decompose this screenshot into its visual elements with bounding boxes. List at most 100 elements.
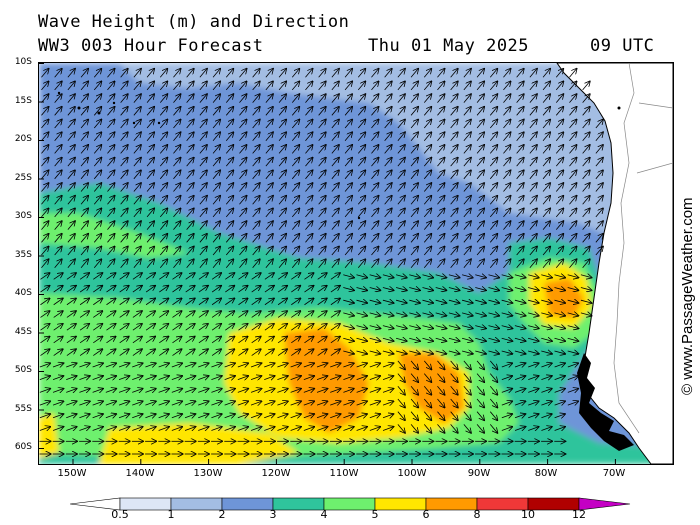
- direction-arrow: [173, 208, 180, 218]
- direction-arrow: [529, 196, 537, 205]
- direction-arrow: [410, 107, 418, 116]
- direction-arrow: [145, 349, 155, 356]
- lat-label: 60S: [14, 442, 32, 452]
- direction-arrow: [423, 158, 431, 167]
- direction-arrow: [186, 132, 194, 141]
- direction-arrow: [225, 349, 234, 356]
- direction-arrow: [107, 183, 114, 192]
- direction-arrow: [569, 107, 576, 116]
- direction-arrow: [595, 221, 603, 230]
- direction-arrow: [582, 132, 590, 141]
- direction-arrow: [409, 300, 420, 303]
- direction-arrow: [501, 287, 513, 290]
- direction-arrow: [423, 196, 431, 205]
- direction-arrow: [133, 208, 141, 218]
- direction-arrow: [516, 81, 524, 91]
- direction-arrow: [120, 132, 128, 141]
- direction-arrow: [265, 259, 273, 268]
- direction-arrow: [529, 259, 537, 268]
- direction-arrow: [554, 338, 565, 341]
- direction-arrow: [501, 275, 513, 278]
- direction-arrow: [567, 287, 579, 290]
- direction-arrow: [107, 69, 114, 78]
- direction-arrow: [541, 275, 552, 278]
- direction-arrow: [527, 275, 539, 278]
- direction-arrow: [555, 221, 563, 230]
- direction-arrow: [437, 81, 444, 91]
- direction-arrow: [67, 107, 75, 116]
- direction-arrow: [120, 158, 128, 167]
- direction-arrow: [450, 120, 458, 129]
- direction-arrow: [409, 287, 420, 290]
- direction-arrow: [93, 247, 101, 256]
- map-canvas: [39, 63, 673, 464]
- direction-arrow: [239, 120, 246, 129]
- direction-arrow: [41, 183, 48, 192]
- direction-arrow: [330, 324, 340, 331]
- direction-arrow: [146, 120, 154, 129]
- direction-arrow: [437, 69, 444, 78]
- direction-arrow: [67, 132, 75, 141]
- direction-arrow: [291, 158, 299, 167]
- direction-arrow: [54, 221, 62, 230]
- direction-arrow: [555, 259, 563, 268]
- direction-arrow: [93, 69, 101, 78]
- direction-arrow: [357, 69, 365, 78]
- direction-arrow: [252, 107, 260, 116]
- direction-arrow: [67, 158, 75, 167]
- direction-arrow: [330, 337, 340, 344]
- direction-arrow: [463, 81, 471, 91]
- direction-arrow: [542, 247, 550, 256]
- direction-arrow: [554, 287, 565, 290]
- direction-arrow: [317, 337, 327, 344]
- direction-arrow: [448, 275, 460, 278]
- direction-arrow: [437, 158, 444, 167]
- direction-arrow: [580, 287, 592, 290]
- direction-arrow: [516, 158, 524, 167]
- direction-arrow: [146, 183, 154, 192]
- direction-arrow: [225, 337, 234, 344]
- direction-arrow: [331, 158, 339, 167]
- direction-arrow: [516, 196, 524, 205]
- watermark: © www.PassageWeather.com: [679, 197, 696, 395]
- direction-arrow: [503, 145, 510, 154]
- direction-arrow: [318, 145, 326, 154]
- wave-height-map[interactable]: [38, 62, 674, 465]
- direction-arrow: [120, 259, 128, 268]
- direction-arrow: [132, 298, 142, 306]
- direction-arrow: [371, 208, 378, 218]
- direction-arrow: [369, 275, 381, 278]
- direction-arrow: [461, 338, 473, 341]
- direction-arrow: [410, 208, 418, 218]
- direction-arrow: [53, 349, 63, 356]
- direction-arrow: [569, 170, 576, 180]
- direction-arrow: [542, 145, 550, 154]
- direction-arrow: [291, 170, 299, 180]
- direction-arrow: [80, 208, 88, 218]
- direction-arrow: [212, 259, 220, 268]
- direction-arrow: [357, 234, 365, 243]
- direction-arrow: [344, 145, 352, 154]
- direction-arrow: [343, 351, 354, 354]
- direction-arrow: [80, 132, 88, 141]
- direction-arrow: [211, 311, 221, 318]
- direction-arrow: [317, 286, 327, 293]
- direction-arrow: [475, 338, 486, 341]
- direction-arrow: [265, 170, 273, 180]
- direction-arrow: [382, 313, 394, 316]
- direction-arrow: [343, 313, 354, 316]
- direction-arrow: [489, 120, 497, 129]
- direction-arrow: [371, 107, 378, 116]
- direction-arrow: [476, 145, 484, 154]
- direction-arrow: [41, 94, 48, 103]
- direction-arrow: [66, 363, 76, 367]
- direction-arrow: [555, 234, 563, 243]
- direction-arrow: [41, 196, 48, 205]
- direction-arrow: [448, 300, 460, 303]
- direction-arrow: [54, 107, 62, 116]
- direction-arrow: [423, 81, 431, 91]
- direction-arrow: [159, 81, 167, 91]
- direction-arrow: [463, 221, 471, 230]
- direction-arrow: [67, 145, 75, 154]
- direction-arrow: [133, 81, 141, 91]
